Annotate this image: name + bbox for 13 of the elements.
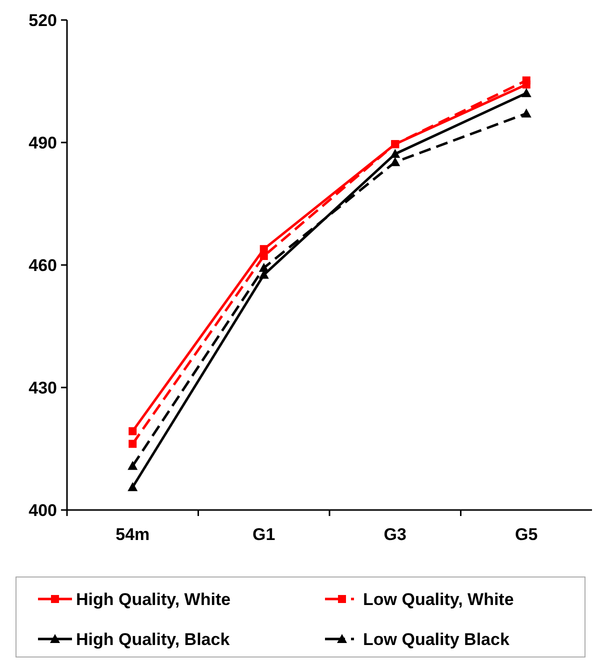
y-tick-label: 460 [28,256,57,275]
legend-label: Low Quality, White [363,590,514,609]
x-tick-label: G1 [252,525,276,544]
legend-label: Low Quality Black [363,630,510,649]
y-tick-label: 520 [28,10,57,30]
y-tick-label: 400 [28,500,57,520]
x-tick-label: G5 [515,525,538,544]
x-tick-label: G3 [384,525,406,544]
legend-label: High Quality, Black [76,630,230,649]
legend-label: High Quality, White [76,590,231,609]
y-tick-label: 430 [28,378,57,398]
y-tick-label: 490 [28,133,57,152]
x-tick-label: 54m [116,525,150,544]
